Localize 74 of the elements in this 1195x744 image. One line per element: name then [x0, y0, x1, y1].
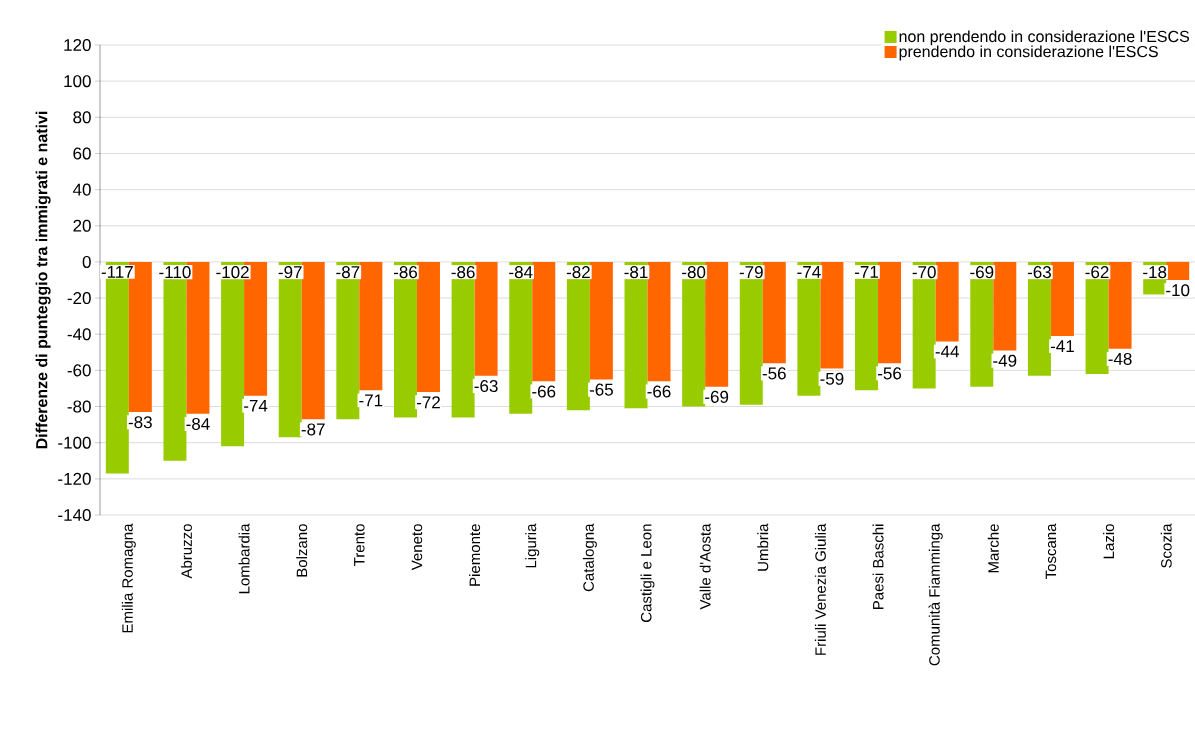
y-tick-label: 20	[73, 219, 91, 232]
x-tick-label: Marche	[987, 524, 999, 573]
data-label: -72	[416, 396, 440, 409]
data-label: -87	[336, 266, 360, 279]
data-label: -83	[128, 416, 152, 429]
x-tick-label: Bolzano	[296, 524, 308, 577]
y-tick-label: 100	[64, 75, 91, 88]
data-label: -66	[532, 385, 556, 398]
x-tick-label: Lazio	[1103, 524, 1115, 559]
data-label: -110	[159, 266, 191, 279]
data-label: -97	[278, 266, 302, 279]
data-label: -69	[705, 390, 729, 403]
data-label: -63	[1027, 266, 1051, 279]
y-tick-label: -140	[58, 508, 91, 522]
data-label: -70	[912, 266, 936, 279]
data-label: -71	[359, 394, 383, 407]
data-label: -49	[993, 354, 1017, 367]
data-label: -86	[451, 266, 475, 279]
data-label: -44	[935, 345, 959, 358]
data-label: -87	[301, 423, 325, 436]
x-tick-label: Catalogna	[582, 523, 597, 592]
x-tick-label: Toscana	[1045, 523, 1057, 580]
x-tick-label: Paesi Baschi	[872, 524, 884, 609]
y-tick-label: -120	[58, 472, 91, 485]
y-tick-label: 0	[82, 255, 91, 268]
y-tick-label: 60	[73, 147, 91, 160]
data-label: -74	[797, 266, 821, 278]
data-label: -56	[878, 367, 902, 380]
data-label: -79	[739, 266, 763, 279]
y-tick-label: 40	[72, 183, 91, 196]
data-label: -65	[589, 383, 613, 396]
data-label: -41	[1050, 340, 1074, 352]
x-tick-label: Abruzzo	[180, 524, 192, 579]
y-tick-label: -20	[67, 292, 91, 305]
x-tick-label: Emilia Romagna	[121, 523, 136, 633]
data-label: -84	[509, 266, 533, 279]
x-tick-label: Liguria	[525, 523, 540, 568]
x-tick-label: Valle d'Aosta	[699, 523, 711, 610]
data-label: -82	[566, 266, 590, 279]
y-tick-label: -80	[67, 400, 91, 413]
x-tick-label: Comunità Fiamminga	[928, 523, 943, 666]
x-tick-label: Castigli e Leon	[640, 524, 655, 622]
legend-label: prendendo in considerazione l'ESCS	[899, 45, 1158, 61]
x-tick-label: Umbria	[757, 523, 769, 571]
data-label: -81	[624, 266, 648, 279]
data-label: -62	[1085, 266, 1109, 279]
data-label: -86	[393, 266, 418, 279]
y-axis-title: Differenze di punteggio tra immigrati e nativi	[35, 111, 51, 449]
x-tick-label: Piemonte	[469, 524, 481, 586]
data-label: -56	[762, 367, 786, 380]
data-label: -84	[186, 417, 210, 431]
data-label: -10	[1166, 284, 1190, 297]
data-label: -48	[1108, 352, 1132, 365]
x-tick-label: Scozia	[1160, 523, 1172, 568]
data-label: -66	[647, 385, 671, 398]
data-label: -59	[820, 372, 844, 385]
y-tick-label: 120	[64, 38, 91, 52]
data-label: -74	[244, 399, 268, 412]
x-tick-label: Lombardia	[238, 523, 250, 594]
x-tick-label: Veneto	[411, 524, 423, 571]
y-tick-label: -60	[67, 364, 91, 377]
y-tick-label: 80	[73, 111, 91, 124]
x-tick-label: Friuli Venezia Giulia	[814, 523, 826, 655]
data-label: -80	[682, 266, 706, 279]
data-label: -117	[101, 266, 133, 278]
data-label: -63	[474, 380, 498, 393]
y-tick-label: -100	[58, 436, 91, 449]
x-tick-label: Trento	[354, 524, 365, 566]
data-label: -102	[216, 266, 249, 279]
y-tick-label: -40	[67, 328, 91, 341]
data-label: -71	[855, 266, 878, 278]
legend-label: non prendendo in considerazione l'ESCS	[899, 30, 1190, 46]
data-label: -69	[970, 266, 994, 279]
data-label: -18	[1143, 266, 1167, 279]
